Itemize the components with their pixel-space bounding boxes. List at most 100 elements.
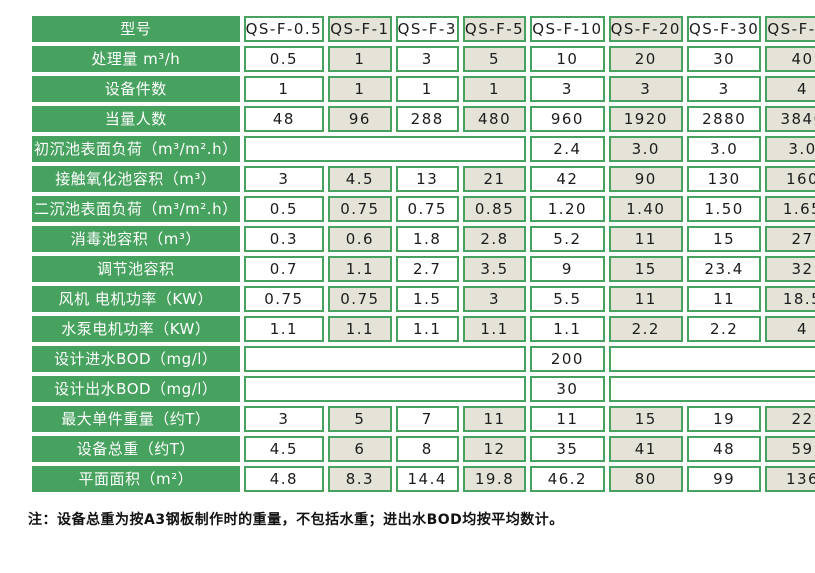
value-cell: 23.4 [686,256,762,282]
value-cell: 480 [462,106,527,132]
value-cell: 3 [530,76,605,102]
spec-row: 设备总重（约T） 4.5 6 8 12 35 41 48 59 [32,436,815,462]
value-cell: 42 [530,166,605,192]
value-cell: 96 [328,106,392,132]
header-row: 型号 QS-F-0.5 QS-F-1 QS-F-3 QS-F-5 QS-F-10 QS-F-… [32,16,815,42]
empty-cell [243,376,527,402]
value-cell: 59 [765,436,815,462]
value-cell: 40 [765,46,815,72]
value-cell: 1.20 [530,196,605,222]
spec-row: 调节池容积 0.7 1.1 2.7 3.5 9 15 23.4 32 [32,256,815,282]
value-cell: 0.75 [395,196,459,222]
value-cell: 2.4 [530,136,605,162]
spec-row: 设计出水BOD（mg/l） 30 [32,376,815,402]
spec-row: 初沉池表面负荷（m³/m².h） 2.4 3.0 3.0 3.0 [32,136,815,162]
row-label: 设计出水BOD（mg/l） [32,376,240,402]
value-cell: 200 [530,346,605,372]
value-cell: 46.2 [530,466,605,492]
row-label: 设备总重（约T） [32,436,240,462]
model-header-cell: QS-F-20 [608,16,683,42]
value-cell: 5.5 [530,286,605,312]
value-cell: 1 [328,46,392,72]
value-cell: 1.1 [243,316,325,342]
value-cell: 80 [608,466,683,492]
value-cell: 1.8 [395,226,459,252]
value-cell: 3.0 [608,136,683,162]
row-label: 二沉池表面负荷（m³/m².h） [32,196,240,222]
spec-row: 平面面积（m²）4.88.314.419.846.28099136 [32,466,815,492]
value-cell: 8.3 [328,466,392,492]
spec-row: 水泵电机功率（KW） 1.1 1.1 1.1 1.1 1.1 2.2 2.2 4 [32,316,815,342]
spec-table: 型号 QS-F-0.5 QS-F-1 QS-F-3 QS-F-5 QS-F-10 QS-F-… [28,12,815,496]
model-header-cell: QS-F-1 [328,16,392,42]
value-cell: 4.5 [328,166,392,192]
value-cell: 3 [462,286,527,312]
value-cell: 48 [686,436,762,462]
value-cell: 15 [686,226,762,252]
model-column-header: 型号 [32,16,240,42]
value-cell: 20 [608,46,683,72]
value-cell: 3.0 [686,136,762,162]
value-cell: 1.50 [686,196,762,222]
value-cell: 19.8 [462,466,527,492]
value-cell: 1 [462,76,527,102]
model-header-cell: QS-F-5 [462,16,527,42]
row-label: 设计进水BOD（mg/l） [32,346,240,372]
value-cell: 0.75 [328,286,392,312]
value-cell: 21 [462,166,527,192]
value-cell: 2.7 [395,256,459,282]
spec-table-body: 型号 QS-F-0.5 QS-F-1 QS-F-3 QS-F-5 QS-F-10 QS-F-… [32,16,815,492]
value-cell: 1.1 [395,316,459,342]
value-cell: 11 [686,286,762,312]
value-cell: 41 [608,436,683,462]
value-cell: 1.1 [328,316,392,342]
spec-row: 当量人数4896288480960192028803840 [32,106,815,132]
value-cell: 3 [686,76,762,102]
value-cell: 160 [765,166,815,192]
value-cell: 2.2 [608,316,683,342]
value-cell: 5.2 [530,226,605,252]
value-cell: 90 [608,166,683,192]
value-cell: 14.4 [395,466,459,492]
value-cell: 0.5 [243,196,325,222]
value-cell: 3.0 [765,136,815,162]
row-label: 风机 电机功率（KW） [32,286,240,312]
value-cell: 130 [686,166,762,192]
empty-cell [243,136,527,162]
value-cell: 10 [530,46,605,72]
value-cell: 288 [395,106,459,132]
value-cell: 0.5 [243,46,325,72]
row-label: 消毒池容积（m³） [32,226,240,252]
value-cell: 99 [686,466,762,492]
value-cell: 48 [243,106,325,132]
value-cell: 0.6 [328,226,392,252]
spec-row: 最大单件重量（约T） 3 5 7 11 11 15 19 22 [32,406,815,432]
value-cell: 27 [765,226,815,252]
value-cell: 18.5 [765,286,815,312]
value-cell: 32 [765,256,815,282]
value-cell: 1 [328,76,392,102]
value-cell: 7 [395,406,459,432]
value-cell: 0.85 [462,196,527,222]
row-label: 初沉池表面负荷（m³/m².h） [32,136,240,162]
row-label: 接触氧化池容积（m³） [32,166,240,192]
row-label: 水泵电机功率（KW） [32,316,240,342]
row-label: 当量人数 [32,106,240,132]
value-cell: 3840 [765,106,815,132]
model-header-cell: QS-F-30 [686,16,762,42]
value-cell: 13 [395,166,459,192]
value-cell: 2.8 [462,226,527,252]
spec-row: 处理量 m³/h 0.5 1 3 5 10 20 30 40 [32,46,815,72]
value-cell: 5 [328,406,392,432]
empty-cell [608,346,815,372]
value-cell: 4.8 [243,466,325,492]
value-cell: 136 [765,466,815,492]
footnote: 注：设备总重为按A3钢板制作时的重量，不包括水重；进出水BOD均按平均数计。 [28,512,564,528]
value-cell: 11 [608,226,683,252]
value-cell: 0.7 [243,256,325,282]
value-cell: 0.75 [328,196,392,222]
value-cell: 35 [530,436,605,462]
row-label: 最大单件重量（约T） [32,406,240,432]
value-cell: 3.5 [462,256,527,282]
value-cell: 11 [462,406,527,432]
